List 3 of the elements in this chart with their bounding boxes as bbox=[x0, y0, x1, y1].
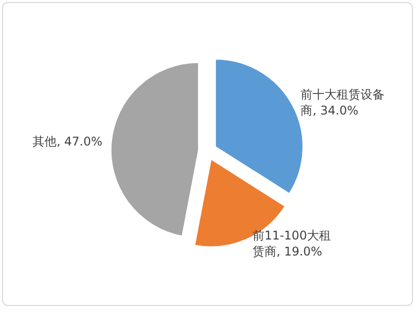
slice-label: 前11-100大租赁商, 19.0% bbox=[252, 228, 331, 258]
slice-label: 前十大租赁设备商, 34.0% bbox=[300, 88, 385, 118]
slice-label: 其他, 47.0% bbox=[32, 134, 102, 149]
